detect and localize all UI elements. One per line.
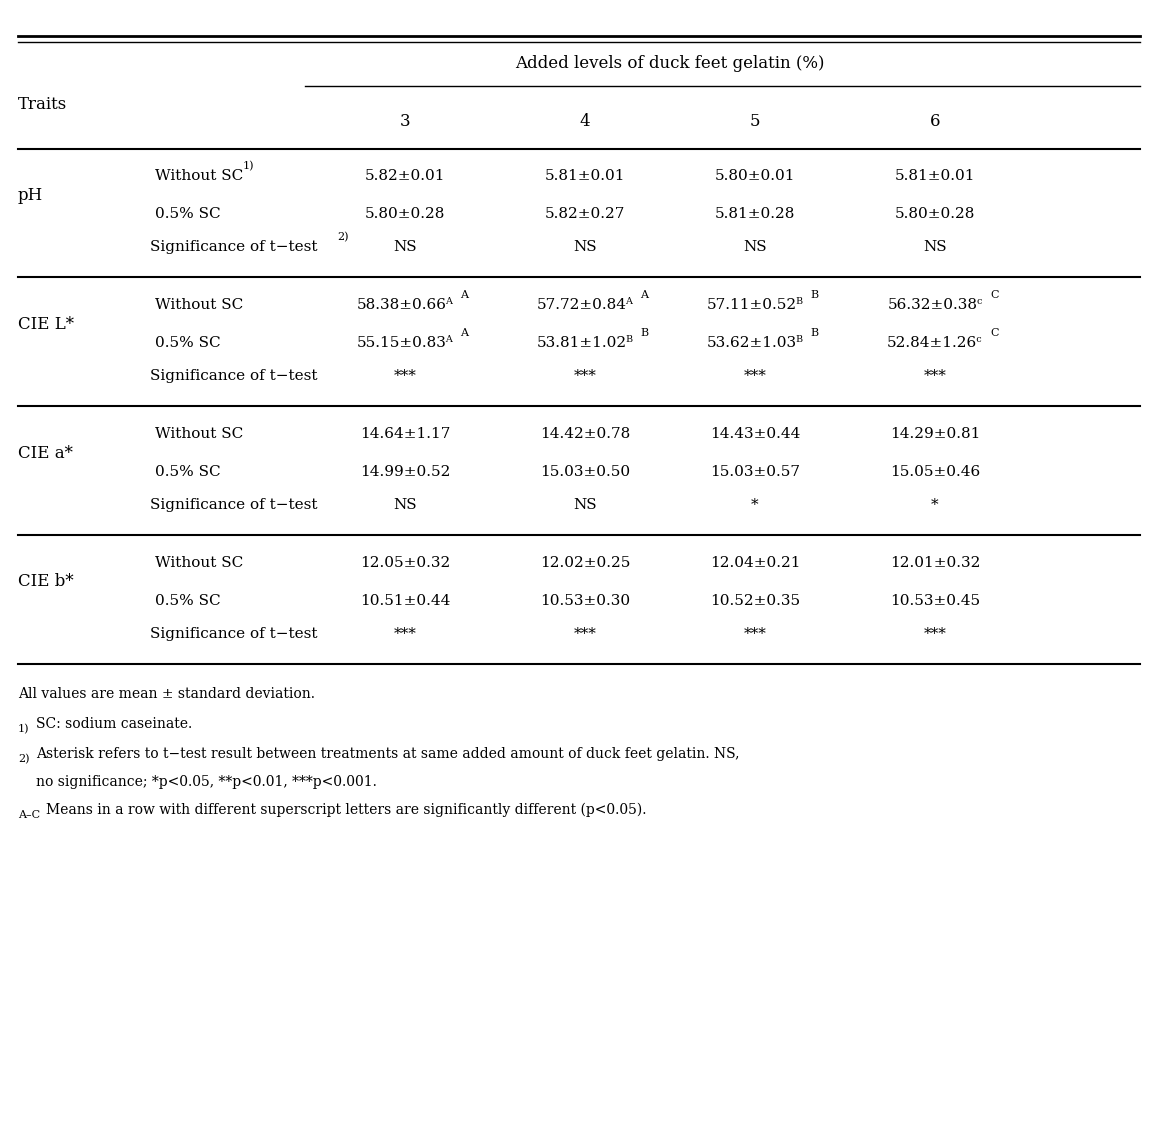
Text: *: * [752,498,758,512]
Text: 12.05±0.32: 12.05±0.32 [360,556,450,570]
Text: 10.51±0.44: 10.51±0.44 [360,594,450,608]
Text: 15.05±0.46: 15.05±0.46 [889,465,980,480]
Text: 14.29±0.81: 14.29±0.81 [889,428,980,441]
Text: 5.82±0.01: 5.82±0.01 [365,169,445,183]
Text: 12.02±0.25: 12.02±0.25 [540,556,630,570]
Text: ***: *** [743,627,767,641]
Text: 57.72±0.84ᴬ: 57.72±0.84ᴬ [536,297,633,312]
Text: 5.80±0.28: 5.80±0.28 [895,207,975,221]
Text: B: B [809,328,818,338]
Text: ***: *** [394,627,417,641]
Text: 53.81±1.02ᴮ: 53.81±1.02ᴮ [536,336,633,349]
Text: CIE L*: CIE L* [19,316,74,333]
Text: 2): 2) [337,232,349,242]
Text: 5.80±0.28: 5.80±0.28 [365,207,445,221]
Text: CIE b*: CIE b* [19,573,74,590]
Text: 5.81±0.01: 5.81±0.01 [544,169,625,183]
Text: ***: *** [573,369,596,383]
Text: A–C: A–C [19,810,41,820]
Text: Significance of t−test: Significance of t−test [151,498,317,512]
Text: ***: *** [394,369,417,383]
Text: 12.01±0.32: 12.01±0.32 [889,556,980,570]
Text: 3: 3 [400,112,410,130]
Text: 14.64±1.17: 14.64±1.17 [360,428,450,441]
Text: 58.38±0.66ᴬ: 58.38±0.66ᴬ [357,297,454,312]
Text: 4: 4 [580,112,591,130]
Text: 53.62±1.03ᴮ: 53.62±1.03ᴮ [706,336,804,349]
Text: ***: *** [573,627,596,641]
Text: 1): 1) [243,161,255,171]
Text: Without SC: Without SC [155,428,243,441]
Text: no significance; *p<0.05, **p<0.01, ***p<0.001.: no significance; *p<0.05, **p<0.01, ***p… [36,775,376,789]
Text: 14.43±0.44: 14.43±0.44 [710,428,800,441]
Text: ***: *** [743,369,767,383]
Text: Added levels of duck feet gelatin (%): Added levels of duck feet gelatin (%) [515,54,824,71]
Text: NS: NS [573,498,596,512]
Text: All values are mean ± standard deviation.: All values are mean ± standard deviation… [19,687,315,701]
Text: 10.53±0.30: 10.53±0.30 [540,594,630,608]
Text: Significance of t−test: Significance of t−test [151,240,317,254]
Text: Asterisk refers to t−test result between treatments at same added amount of duck: Asterisk refers to t−test result between… [36,746,740,761]
Text: Without SC: Without SC [155,169,243,183]
Text: 10.53±0.45: 10.53±0.45 [891,594,980,608]
Text: 55.15±0.83ᴬ: 55.15±0.83ᴬ [357,336,454,349]
Text: 15.03±0.57: 15.03±0.57 [710,465,800,480]
Text: 0.5% SC: 0.5% SC [155,594,221,608]
Text: pH: pH [19,187,43,204]
Text: 5: 5 [749,112,761,130]
Text: 0.5% SC: 0.5% SC [155,207,221,221]
Text: 5.81±0.01: 5.81±0.01 [895,169,975,183]
Text: Significance of t−test: Significance of t−test [151,627,317,641]
Text: 12.04±0.21: 12.04±0.21 [710,556,800,570]
Text: 10.52±0.35: 10.52±0.35 [710,594,800,608]
Text: C: C [990,328,998,338]
Text: Traits: Traits [19,95,67,112]
Text: B: B [809,290,818,300]
Text: 14.42±0.78: 14.42±0.78 [540,428,630,441]
Text: NS: NS [743,240,767,254]
Text: Means in a row with different superscript letters are significantly different (p: Means in a row with different superscrip… [46,803,646,818]
Text: NS: NS [394,498,417,512]
Text: ***: *** [924,627,946,641]
Text: 14.99±0.52: 14.99±0.52 [360,465,450,480]
Text: 6: 6 [930,112,940,130]
Text: Significance of t−test: Significance of t−test [151,369,317,383]
Text: 2): 2) [19,754,29,765]
Text: 1): 1) [19,724,29,734]
Text: NS: NS [394,240,417,254]
Text: 0.5% SC: 0.5% SC [155,336,221,349]
Text: NS: NS [923,240,947,254]
Text: 52.84±1.26ᶜ: 52.84±1.26ᶜ [887,336,983,349]
Text: 15.03±0.50: 15.03±0.50 [540,465,630,480]
Text: C: C [990,290,998,300]
Text: CIE a*: CIE a* [19,444,73,461]
Text: B: B [640,328,648,338]
Text: Without SC: Without SC [155,297,243,312]
Text: 5.80±0.01: 5.80±0.01 [714,169,796,183]
Text: *: * [931,498,939,512]
Text: 56.32±0.38ᶜ: 56.32±0.38ᶜ [887,297,983,312]
Text: 0.5% SC: 0.5% SC [155,465,221,480]
Text: 5.82±0.27: 5.82±0.27 [544,207,625,221]
Text: Without SC: Without SC [155,556,243,570]
Text: ***: *** [924,369,946,383]
Text: SC: sodium caseinate.: SC: sodium caseinate. [36,717,192,731]
Text: A: A [640,290,648,300]
Text: 57.11±0.52ᴮ: 57.11±0.52ᴮ [706,297,804,312]
Text: A: A [460,328,468,338]
Text: A: A [460,290,468,300]
Text: 5.81±0.28: 5.81±0.28 [714,207,796,221]
Text: NS: NS [573,240,596,254]
